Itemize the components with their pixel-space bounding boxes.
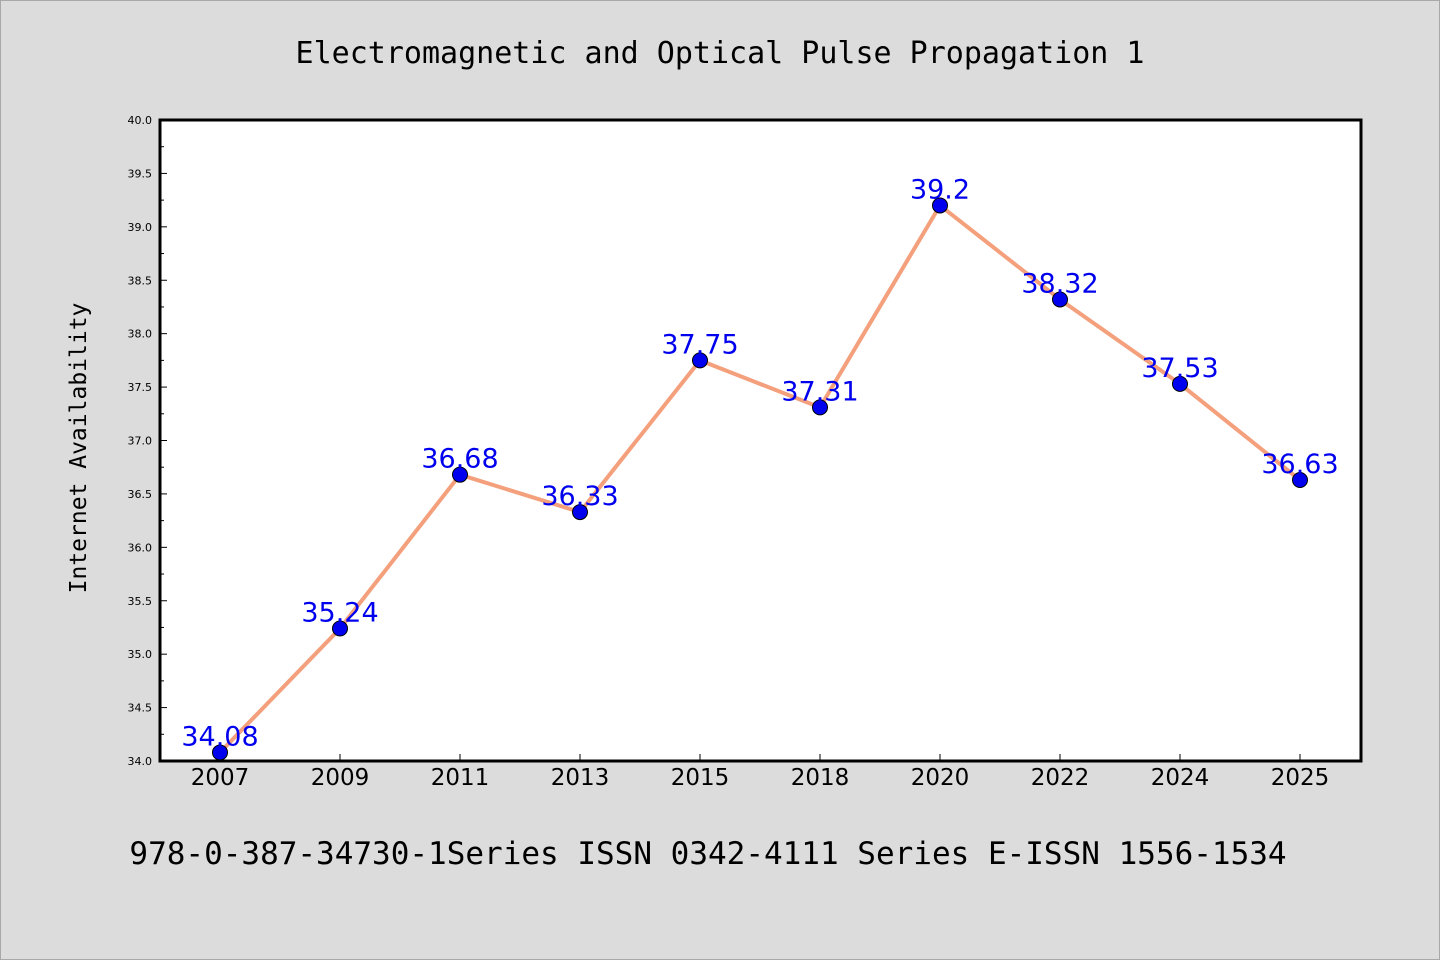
- data-label: 38.32: [1021, 268, 1098, 299]
- x-tick-label: 2007: [191, 765, 250, 791]
- data-point-marker: [332, 620, 348, 637]
- x-tick-label: 2015: [671, 765, 730, 791]
- y-tick-label: 38.5: [128, 274, 153, 287]
- data-label: 36.63: [1261, 449, 1338, 480]
- x-tick-label: 2024: [1151, 765, 1210, 791]
- x-tick-label: 2018: [791, 765, 850, 791]
- data-label: 37.31: [781, 376, 858, 407]
- data-label-group: 34.08 35.24 36.68 36.33 37.75 37.31 39.2 38.32 3…: [181, 174, 1338, 752]
- x-tick-label: 2020: [911, 765, 970, 791]
- data-point-marker: [1172, 375, 1188, 392]
- y-tick-label: 39.5: [128, 167, 153, 180]
- y-tick-label: 36.5: [128, 488, 153, 501]
- y-tick-label: 35.0: [128, 648, 153, 661]
- data-point-marker: [572, 504, 588, 521]
- data-label: 37.75: [661, 329, 738, 360]
- series-marker-group: [212, 197, 1308, 761]
- y-axis-label: Internet Availability: [66, 303, 92, 594]
- y-tick-label: 36.0: [128, 541, 153, 554]
- series-line: [218, 203, 1302, 754]
- y-tick-label: 37.0: [128, 435, 153, 448]
- x-tick-label: 2009: [311, 765, 370, 791]
- data-label: 36.68: [421, 444, 498, 475]
- data-point-marker: [1292, 472, 1308, 489]
- y-tick-label: 39.0: [128, 221, 153, 234]
- footer-issn-text: 978-0-387-34730-1Series ISSN 0342-4111 S…: [129, 836, 1286, 872]
- data-point-marker: [212, 744, 228, 761]
- y-tick-label: 38.0: [128, 328, 153, 341]
- chart-title: Electromagnetic and Optical Pulse Propag…: [296, 36, 1145, 71]
- y-tick-label: 35.5: [128, 595, 153, 608]
- data-label: 36.33: [541, 481, 618, 512]
- data-label: 34.08: [181, 721, 258, 752]
- data-point-marker: [452, 466, 468, 483]
- data-label: 37.53: [1141, 353, 1218, 384]
- data-point-marker: [1052, 291, 1068, 308]
- y-tick-label: 40.0: [128, 114, 153, 127]
- data-point-marker: [812, 399, 828, 416]
- x-tick-label: 2022: [1031, 765, 1090, 791]
- y-tick-label: 37.5: [128, 381, 153, 394]
- x-tick-label: 2025: [1271, 765, 1330, 791]
- plot-area: [158, 118, 1363, 763]
- data-label: 35.24: [301, 598, 378, 629]
- data-point-marker: [692, 352, 708, 369]
- x-tick-label: 2013: [551, 765, 610, 791]
- y-tick-label: 34.5: [128, 702, 153, 715]
- x-axis: 2007 2009 2011 2013 2015 2018 2020 2022 2024 2025: [191, 754, 1330, 791]
- y-axis: 34.0 34.5 35.0 35.5 36.0 36.5 37.0 37.5 38.0 38.5…: [128, 114, 167, 768]
- y-tick-label: 34.0: [128, 755, 153, 768]
- x-tick-label: 2011: [431, 765, 490, 791]
- data-point-marker: [932, 197, 948, 214]
- series-line-group: [218, 203, 1302, 754]
- data-label: 39.2: [910, 174, 970, 205]
